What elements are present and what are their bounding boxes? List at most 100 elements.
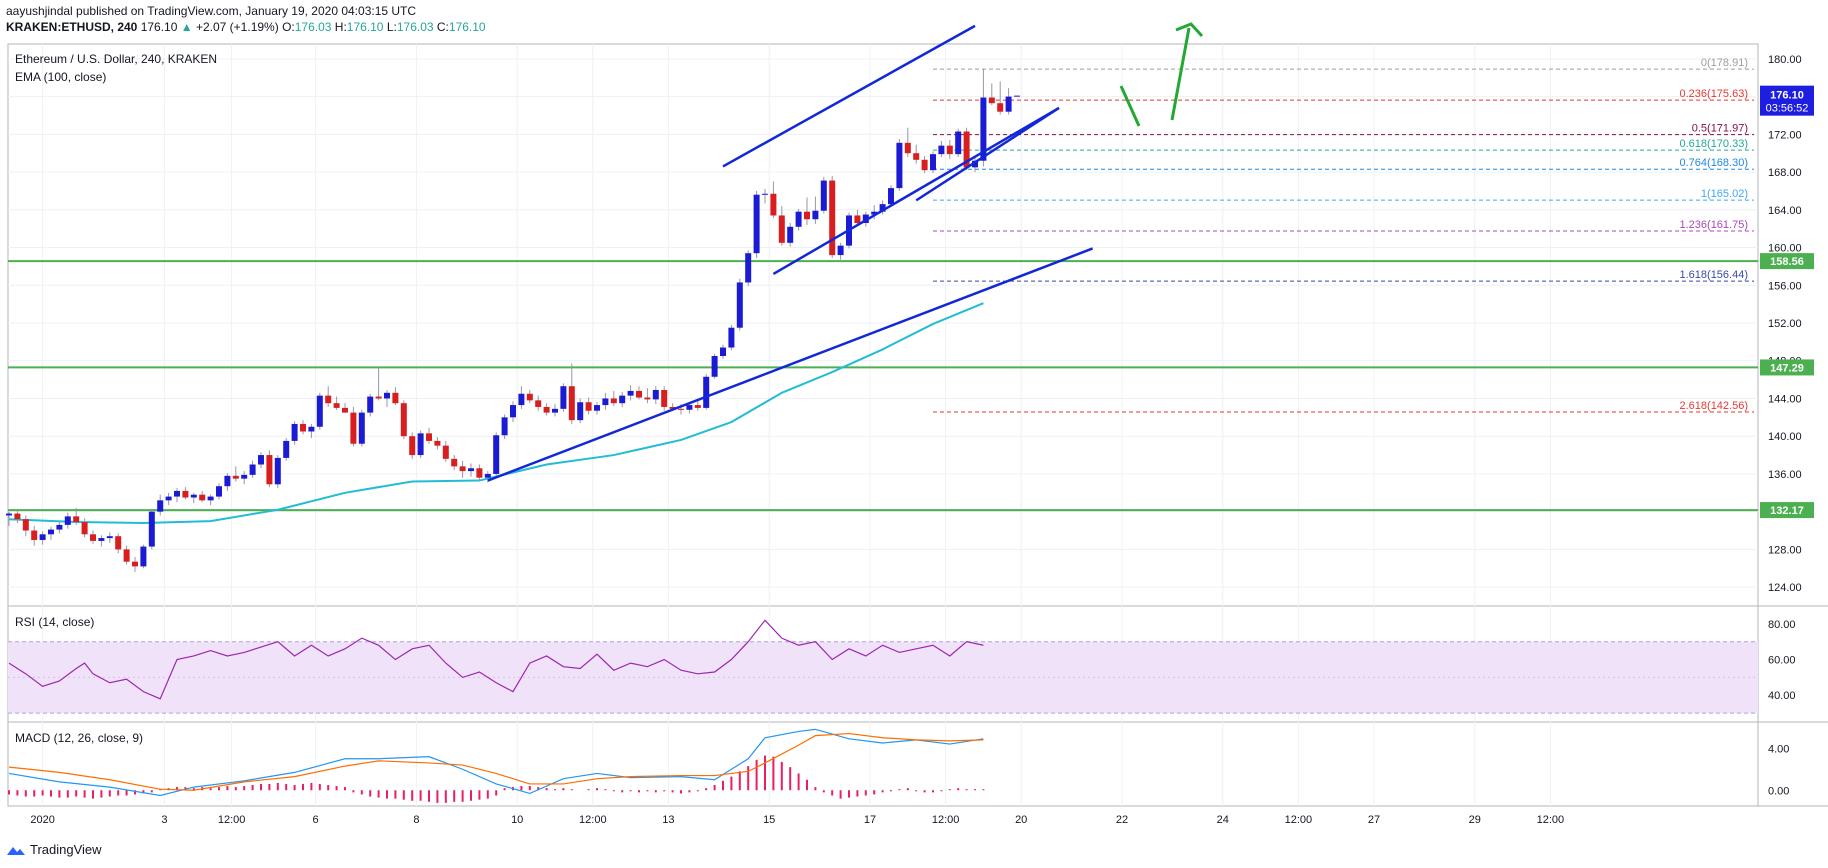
candle-body xyxy=(392,392,399,404)
open-value: 176.03 xyxy=(294,20,332,34)
price-tick-label: 172.00 xyxy=(1768,129,1802,141)
time-tick-label: 12:00 xyxy=(579,814,607,826)
main-title: Ethereum / U.S. Dollar, 240, KRAKEN xyxy=(15,52,217,66)
up-triangle-icon: ▲ xyxy=(180,20,193,34)
open-label: O: xyxy=(282,20,295,34)
rsi-tick-label: 80.00 xyxy=(1768,619,1796,631)
up-arrow-icon xyxy=(1170,22,1204,121)
macd-tick-label: 4.00 xyxy=(1768,743,1789,755)
candle-body xyxy=(636,390,642,398)
fib-level-label: 0.764(168.30) xyxy=(1680,157,1749,169)
candle-body xyxy=(997,103,1004,112)
level-tag-label: 158.56 xyxy=(1770,256,1804,268)
fib-level-label: 1(165.02) xyxy=(1701,188,1748,200)
time-tick-label: 12:00 xyxy=(932,814,960,826)
candle-body xyxy=(820,180,827,211)
candle-body xyxy=(980,97,987,161)
candle-body xyxy=(594,405,600,411)
macd-series-line xyxy=(8,728,984,797)
candle-body xyxy=(938,145,945,155)
candle-body xyxy=(661,389,668,407)
fib-level-label: 0(178.91) xyxy=(1701,57,1748,69)
trendline xyxy=(772,106,1060,276)
fib-level-label: 0.618(170.33) xyxy=(1680,138,1749,150)
time-tick-label: 24 xyxy=(1217,814,1229,826)
candle-body xyxy=(577,402,584,421)
candle-body xyxy=(266,455,273,485)
macd-tick-label: 0.00 xyxy=(1768,785,1789,797)
candle-body xyxy=(812,210,819,220)
fib-level-label: 1.236(161.75) xyxy=(1680,219,1749,231)
candle-body xyxy=(106,536,113,539)
time-tick-label: 10 xyxy=(511,814,523,826)
fib-level-label: 0.5(171.97) xyxy=(1692,123,1748,135)
time-tick-label: 12:00 xyxy=(1285,814,1313,826)
candle-body xyxy=(442,445,449,459)
candle-body xyxy=(207,496,214,501)
time-tick-label: 6 xyxy=(313,814,319,826)
macd-series-line xyxy=(8,732,984,791)
time-tick-label: 27 xyxy=(1368,814,1380,826)
candle-body xyxy=(585,402,592,411)
time-tick-label: 12:00 xyxy=(218,814,246,826)
candle-body xyxy=(888,188,894,205)
level-tag xyxy=(1760,359,1814,376)
candle-body xyxy=(972,160,978,168)
candle-body xyxy=(946,145,953,155)
candle-body xyxy=(417,433,424,456)
rsi-line xyxy=(8,619,984,700)
symbol-label[interactable]: KRAKEN:ETHUSD, 240 xyxy=(6,20,138,34)
candle-body xyxy=(350,412,357,444)
fib-level-label: 2.618(142.56) xyxy=(1680,400,1749,412)
candle-body xyxy=(904,142,911,154)
candle-body xyxy=(720,347,726,357)
level-tag xyxy=(1760,502,1814,519)
candle-body xyxy=(988,97,995,104)
price-tick-label: 136.00 xyxy=(1768,469,1802,481)
candle-body xyxy=(283,440,290,458)
price-tick-label: 128.00 xyxy=(1768,544,1802,556)
candle-body xyxy=(174,490,180,497)
candle-body xyxy=(358,412,365,444)
candle-body xyxy=(602,398,609,406)
candle-body xyxy=(862,214,869,224)
candle-body xyxy=(501,417,508,436)
level-tag-label: 147.29 xyxy=(1770,362,1804,374)
low-value: 176.03 xyxy=(396,20,434,34)
candle-body xyxy=(879,204,886,212)
candle-body xyxy=(930,154,936,171)
close-label: C: xyxy=(436,20,449,34)
candle-body xyxy=(1014,95,1020,97)
candle-body xyxy=(165,496,172,501)
price-tick-label: 152.00 xyxy=(1768,318,1802,330)
candle-body xyxy=(644,397,651,400)
trendline xyxy=(722,24,976,168)
high-value: 176.10 xyxy=(346,20,384,34)
candle-body xyxy=(300,423,306,432)
candle-body xyxy=(510,405,516,418)
candle-body xyxy=(963,131,970,168)
candle-body xyxy=(543,406,550,413)
candle-body xyxy=(90,534,96,541)
ema-line xyxy=(8,302,984,524)
price-tick-label: 156.00 xyxy=(1768,280,1802,292)
candle-body xyxy=(426,433,432,441)
footer: TradingView xyxy=(6,842,102,857)
price-tick-label: 144.00 xyxy=(1768,393,1802,405)
last-price: 176.10 xyxy=(140,20,178,34)
candle-body xyxy=(686,405,693,410)
brand-label[interactable]: TradingView xyxy=(30,842,102,857)
candle-body xyxy=(249,464,256,475)
candle-body xyxy=(921,159,928,171)
candle-body xyxy=(476,468,483,478)
candle-body xyxy=(753,194,760,254)
price-tick-label: 180.00 xyxy=(1768,54,1802,66)
candle-body xyxy=(568,386,575,421)
trendline xyxy=(487,247,1094,482)
symbol-quote-line: KRAKEN:ETHUSD, 240 176.10 ▲ +2.07 (+1.19… xyxy=(6,20,486,34)
candle-body xyxy=(39,534,46,540)
time-tick-label: 8 xyxy=(413,814,419,826)
candle-body xyxy=(652,389,659,400)
candle-body xyxy=(703,376,710,408)
